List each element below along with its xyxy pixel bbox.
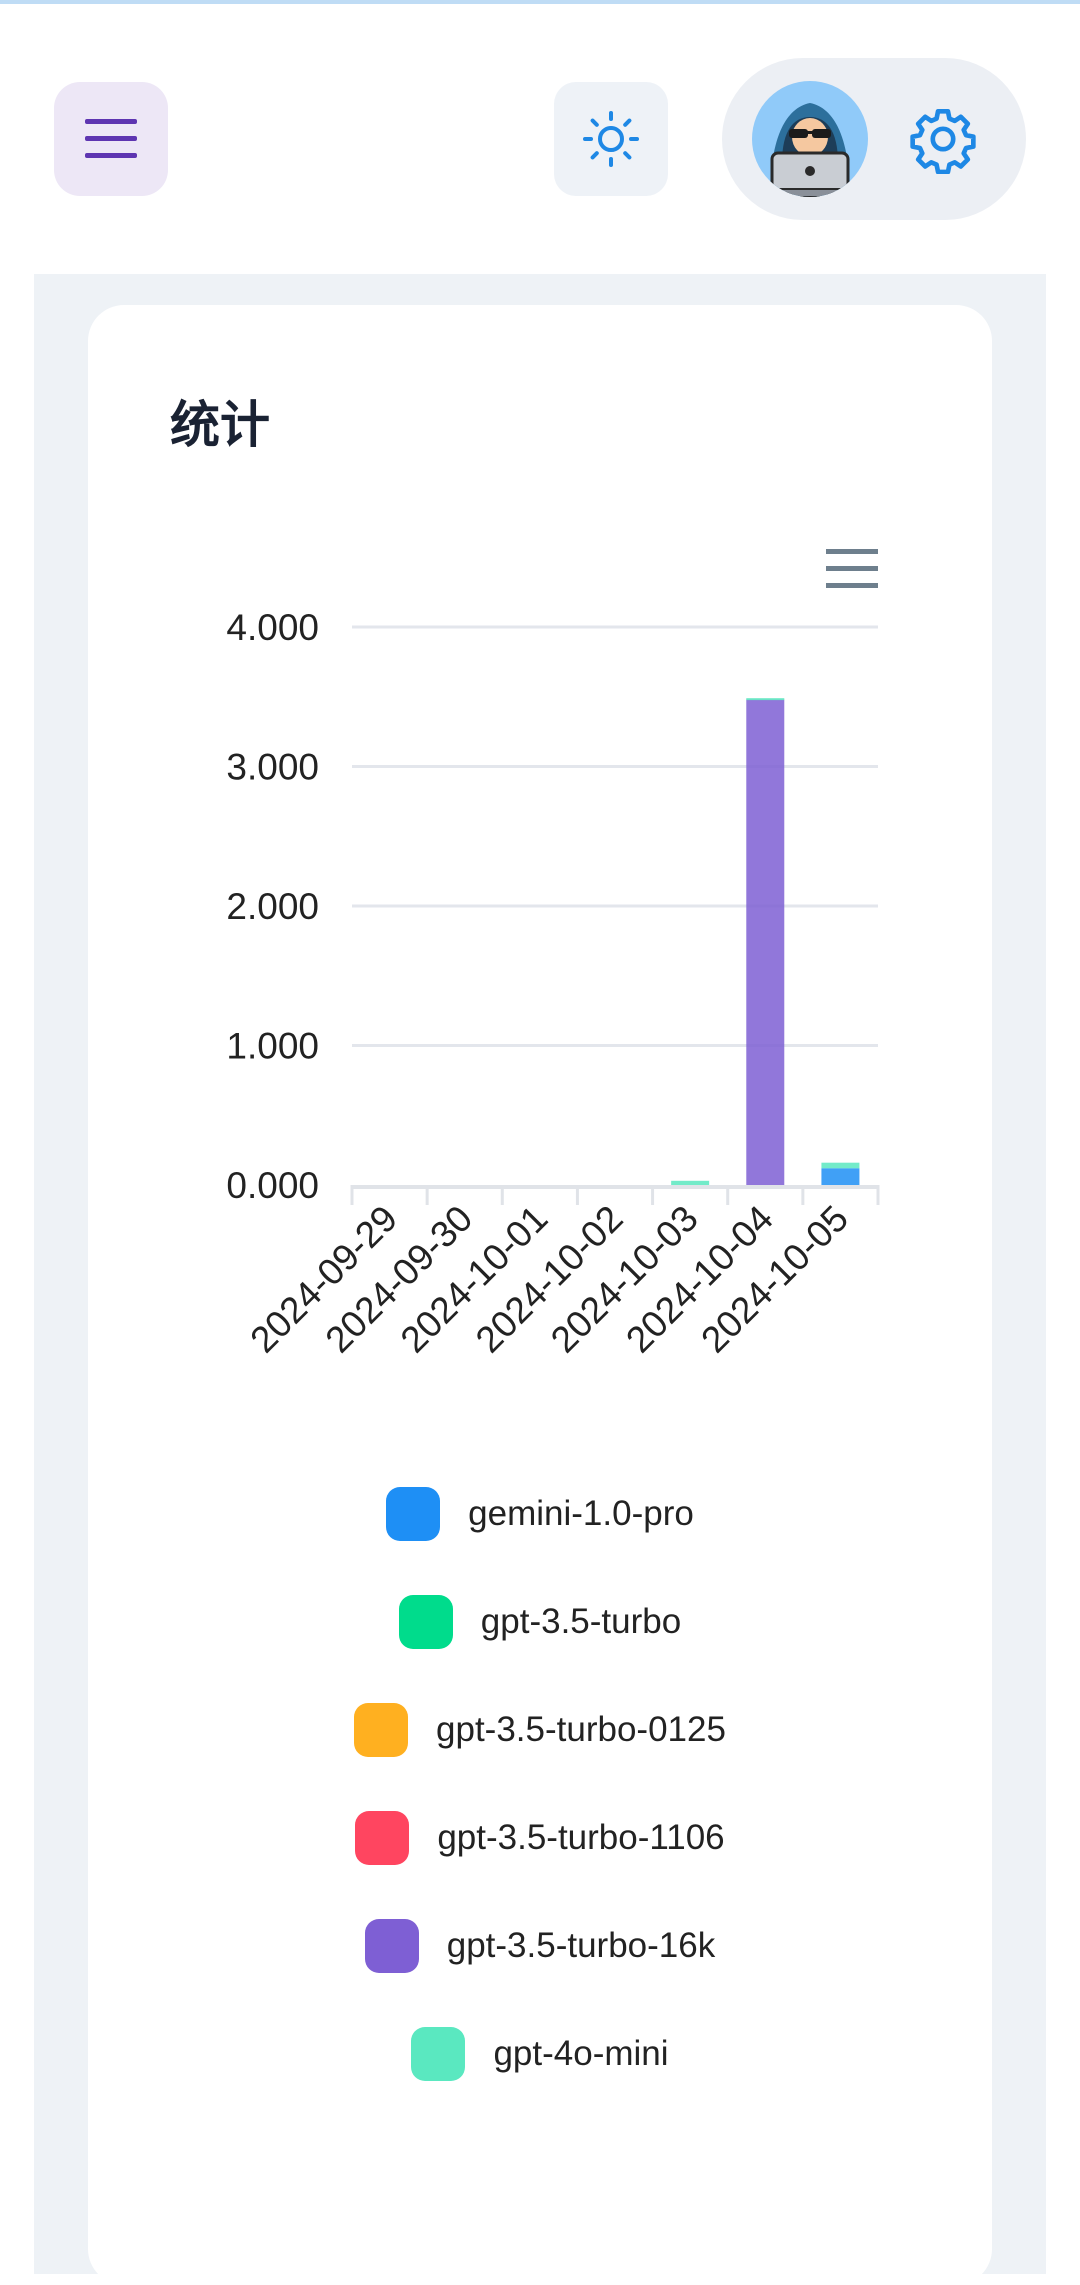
legend-label: gpt-3.5-turbo-1106 [437,1818,725,1857]
legend-label: gemini-1.0-pro [468,1494,694,1533]
y-tick-label: 0.000 [226,1165,319,1206]
menu-button[interactable] [54,82,168,196]
chart-menu-icon [826,549,878,588]
profile-section[interactable] [722,58,1026,220]
legend-item[interactable]: gpt-3.5-turbo-16k [88,1892,992,2000]
legend-item[interactable]: gpt-3.5-turbo [88,1568,992,1676]
settings-button[interactable] [908,104,978,175]
legend-item[interactable]: gemini-1.0-pro [88,1460,992,1568]
legend-swatch [355,1811,410,1865]
hamburger-menu-icon [85,119,137,158]
top-border [0,0,1080,4]
legend-item[interactable]: gpt-3.5-turbo-0125 [88,1676,992,1784]
avatar[interactable] [752,81,868,197]
gear-icon [910,108,976,175]
legend-item[interactable]: gpt-4o-mini [88,2000,992,2108]
statistics-card: 统计 0.000 1.000 2.000 3.000 4.000 2024-09-29 20… [88,305,992,2285]
legend-swatch [398,1595,453,1649]
bar-segment [821,1168,860,1185]
legend-swatch [354,1703,409,1757]
sun-icon [583,111,639,167]
bar-segment [821,1162,860,1169]
legend-label: gpt-3.5-turbo-0125 [436,1710,726,1749]
y-tick-label: 4.000 [226,607,319,648]
card-title: 统计 [170,397,270,453]
y-tick-label: 3.000 [226,747,319,788]
bar-segment [746,699,785,1185]
bar-segment [746,698,785,701]
usage-bar-chart: 0.0001.0002.0003.0004.0002024-09-292024-… [226,607,880,1360]
chart-menu-button[interactable] [824,547,880,591]
y-tick-label: 1.000 [226,1026,319,1067]
legend-swatch [386,1487,441,1541]
hacker-avatar [763,103,857,197]
chart-legend: gemini-1.0-pro gpt-3.5-turbo gpt-3.5-turbo… [88,1460,992,2108]
legend-swatch [411,2027,466,2081]
legend-label: gpt-3.5-turbo [480,1602,682,1641]
legend-label: gpt-4o-mini [493,2034,669,2073]
legend-label: gpt-3.5-turbo-16k [446,1926,716,1965]
bar-segment [671,1180,710,1185]
theme-toggle-button[interactable] [554,82,668,196]
legend-swatch [364,1919,419,1973]
y-tick-label: 2.000 [226,886,319,927]
legend-item[interactable]: gpt-3.5-turbo-1106 [88,1784,992,1892]
